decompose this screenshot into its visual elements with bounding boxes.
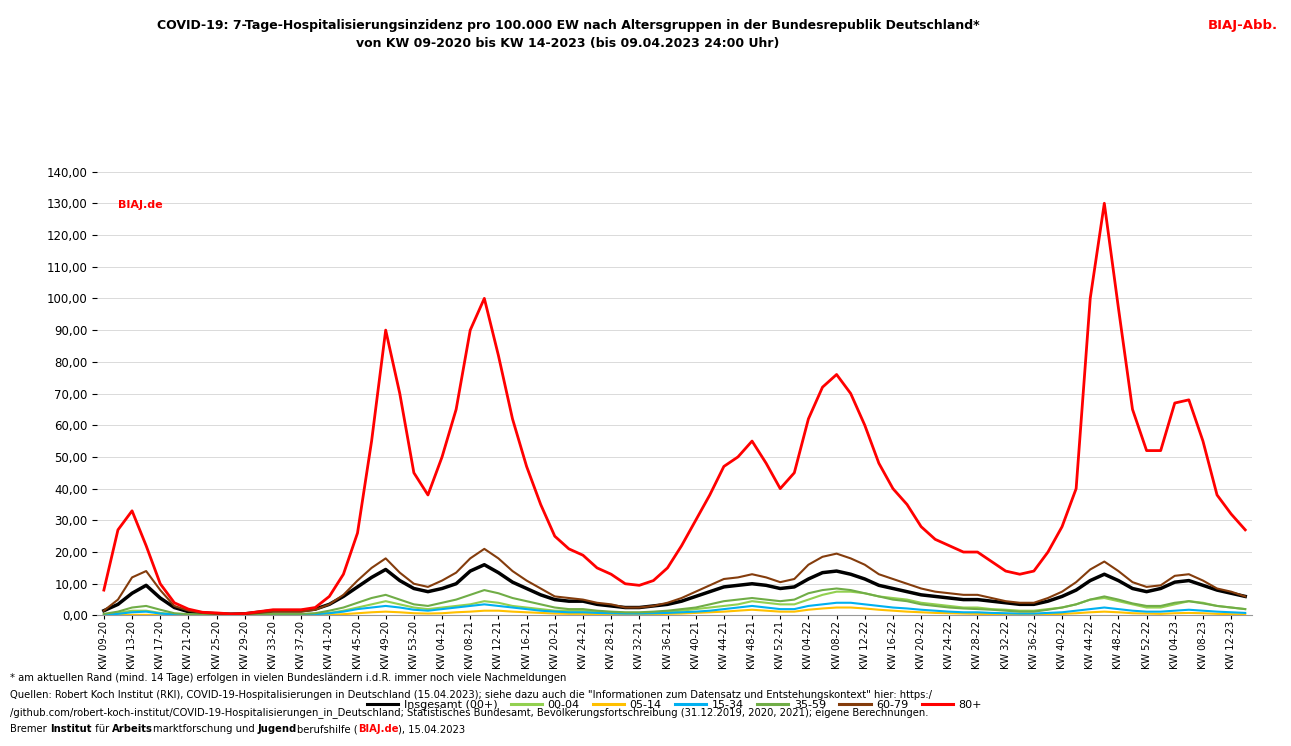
Text: berufshilfe (: berufshilfe ( <box>297 724 358 734</box>
Text: für: für <box>92 724 112 734</box>
Text: marktforschung und: marktforschung und <box>152 724 258 734</box>
Text: von KW 09-2020 bis KW 14-2023 (bis 09.04.2023 24:00 Uhr): von KW 09-2020 bis KW 14-2023 (bis 09.04… <box>356 37 780 50</box>
Text: Jugend: Jugend <box>258 724 297 734</box>
Text: COVID-19: 7-Tage-Hospitalisierungsinzidenz pro 100.000 EW nach Altersgruppen in : COVID-19: 7-Tage-Hospitalisierungsinzide… <box>156 19 980 31</box>
Text: * am aktuellen Rand (mind. 14 Tage) erfolgen in vielen Bundesländern i.d.R. imme: * am aktuellen Rand (mind. 14 Tage) erfo… <box>10 673 567 683</box>
Text: BIAJ-Abb.: BIAJ-Abb. <box>1208 19 1278 31</box>
Text: Arbeits: Arbeits <box>112 724 152 734</box>
Text: Bremer: Bremer <box>10 724 50 734</box>
Text: BIAJ.de: BIAJ.de <box>358 724 398 734</box>
Legend: Insgesamt (00+), 00-04, 05-14, 15-34, 35-59, 60-79, 80+: Insgesamt (00+), 00-04, 05-14, 15-34, 35… <box>363 695 986 714</box>
Text: Institut: Institut <box>50 724 92 734</box>
Text: ), 15.04.2023: ), 15.04.2023 <box>398 724 465 734</box>
Text: /github.com/robert-koch-institut/COVID-19-Hospitalisierungen_in_Deutschland; Sta: /github.com/robert-koch-institut/COVID-1… <box>10 707 928 718</box>
Text: BIAJ.de: BIAJ.de <box>117 200 163 210</box>
Text: Quellen: Robert Koch Institut (RKI), COVID-19-Hospitalisierungen in Deutschland : Quellen: Robert Koch Institut (RKI), COV… <box>10 690 932 700</box>
